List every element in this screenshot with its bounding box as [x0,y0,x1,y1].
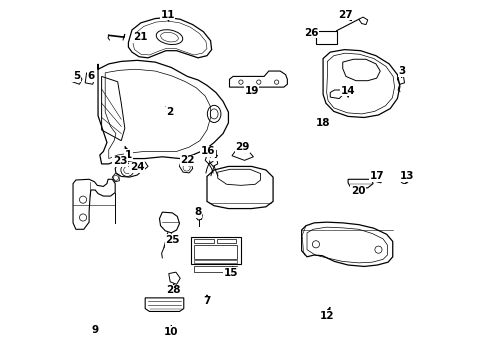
Text: 28: 28 [166,284,181,295]
Text: 7: 7 [203,295,210,306]
Text: 18: 18 [315,118,330,128]
Bar [194,266,236,272]
Bar [194,239,214,243]
Text: 29: 29 [235,142,249,153]
Bar [216,239,236,243]
Text: 17: 17 [368,171,383,181]
Text: 15: 15 [223,267,238,278]
Bar [194,245,236,259]
Bar [194,260,236,263]
Text: 26: 26 [304,28,318,38]
Text: 12: 12 [319,307,333,321]
Text: 14: 14 [340,86,355,97]
Text: 3: 3 [397,66,405,77]
Text: 16: 16 [201,147,215,157]
Text: 20: 20 [350,186,365,196]
Text: 6: 6 [87,71,94,81]
Text: 5: 5 [73,71,80,81]
Text: 25: 25 [165,234,179,245]
Text: 27: 27 [337,10,352,21]
Text: 2: 2 [165,107,173,117]
Text: 19: 19 [244,86,258,96]
Text: 1: 1 [124,147,132,160]
Text: 4: 4 [210,150,217,161]
Text: 10: 10 [163,326,178,337]
Text: 23: 23 [113,157,127,166]
Text: 13: 13 [399,171,413,183]
Text: 22: 22 [180,156,194,166]
Text: 24: 24 [130,162,144,172]
Text: 8: 8 [194,207,201,217]
Bar [315,31,336,44]
Text: 11: 11 [160,10,175,21]
Text: 9: 9 [92,325,99,335]
Text: 21: 21 [133,32,147,42]
